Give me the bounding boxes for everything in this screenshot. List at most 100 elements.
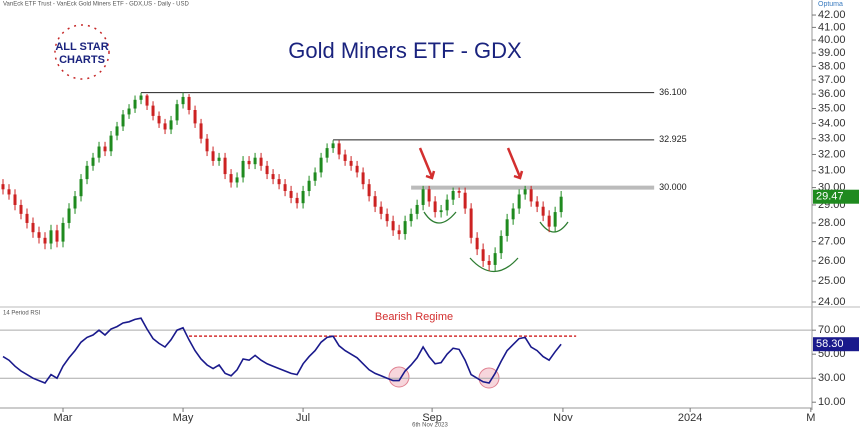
candle-body — [259, 157, 263, 166]
y-tick-label: 42.00 — [818, 9, 846, 21]
candle-body — [355, 165, 359, 173]
candle-body — [547, 215, 551, 227]
candle-body — [187, 96, 191, 110]
y-tick-label: 41.00 — [818, 21, 846, 33]
x-tick-label: 2024 — [678, 412, 702, 424]
candle-body — [277, 179, 281, 185]
y-tick-label: 34.00 — [818, 117, 846, 129]
y-tick-label: 31.00 — [818, 165, 846, 177]
y-tick-label: 70.00 — [818, 324, 846, 336]
candle-body — [265, 165, 269, 175]
candle-body — [373, 196, 377, 207]
candle-body — [487, 260, 491, 265]
candle-body — [295, 197, 299, 204]
x-tick-label: Sep — [422, 412, 442, 424]
candle-body — [493, 253, 497, 265]
logo-text: CHARTS — [59, 54, 105, 66]
annotation: Bearish Regime — [375, 311, 453, 323]
y-tick-label: 24.00 — [818, 296, 846, 308]
candle-body — [559, 196, 563, 213]
base-arcs — [423, 211, 569, 272]
logo: ALL STAR CHARTS — [54, 24, 110, 80]
candle-body — [367, 184, 371, 197]
arc — [423, 211, 457, 224]
candle-body — [211, 151, 215, 161]
candle-body — [409, 213, 413, 222]
candle-body — [343, 154, 347, 161]
level-label: 30.000 — [659, 182, 687, 192]
x-tick-label: Nov — [553, 412, 573, 424]
arrow — [418, 147, 436, 180]
x-tick-label: Mar — [54, 412, 73, 424]
candle-body — [31, 222, 35, 233]
candle-body — [181, 96, 185, 105]
arc — [469, 257, 519, 272]
candle-body — [205, 138, 209, 152]
candle-body — [385, 213, 389, 222]
candle-body — [97, 146, 101, 158]
arc — [539, 221, 569, 233]
y-tick-label: 36.00 — [818, 88, 846, 100]
candle-body — [235, 177, 239, 183]
level-label: 36.100 — [659, 87, 687, 97]
candle-body — [391, 221, 395, 231]
candle-body — [151, 105, 155, 116]
candle-body — [427, 189, 431, 202]
candle-body — [67, 208, 71, 223]
candle-body — [361, 172, 365, 185]
arrow — [506, 147, 524, 180]
candle-body — [439, 210, 443, 213]
candle-body — [103, 146, 107, 152]
candle-body — [163, 123, 167, 130]
candle-body — [229, 174, 233, 183]
candle-body — [451, 191, 455, 200]
candle-body — [313, 172, 317, 181]
y-tick-label: 30.00 — [818, 372, 846, 384]
candle-body — [139, 95, 143, 100]
candle-body — [535, 201, 539, 207]
candle-body — [529, 189, 533, 202]
candle-body — [43, 237, 47, 244]
candle-body — [349, 160, 353, 166]
candle-body — [415, 204, 419, 214]
candle-body — [55, 230, 59, 242]
candle-body — [319, 157, 323, 173]
y-tick-label: 35.00 — [818, 102, 846, 114]
candle-body — [169, 120, 173, 130]
candle-body — [325, 148, 329, 158]
level-label: 32.925 — [659, 134, 687, 144]
candle-body — [301, 191, 305, 204]
caption: VanEck ETF Trust - VanEck Gold Miners ET… — [3, 2, 189, 8]
last-value-box — [813, 337, 859, 352]
candle-body — [61, 222, 65, 242]
candle-body — [25, 213, 29, 223]
candle-body — [115, 126, 119, 136]
candle-body — [19, 204, 23, 214]
last-price-box — [813, 189, 859, 204]
last-price-label: 29.47 — [816, 191, 844, 203]
candle-body — [121, 114, 125, 127]
y-tick-label: 27.00 — [818, 236, 846, 248]
candle-body — [79, 179, 83, 197]
candle-body — [553, 212, 557, 227]
candle-body — [49, 230, 53, 244]
candle-body — [91, 157, 95, 166]
candle-body — [109, 135, 113, 152]
candle-body — [511, 208, 515, 220]
candle-body — [7, 189, 11, 195]
panel-title: 14 Period RSI — [3, 311, 41, 317]
x-tick-label: Jul — [296, 412, 310, 424]
candle-body — [271, 174, 275, 180]
y-tick-label: 38.00 — [818, 60, 846, 72]
candle-body — [541, 206, 545, 216]
candle-body — [331, 143, 335, 149]
candle-body — [73, 196, 77, 209]
y-tick-label: 25.00 — [818, 275, 846, 287]
candle-body — [283, 184, 287, 192]
candle-body — [475, 237, 479, 250]
candle-body — [379, 206, 383, 214]
candle-body — [199, 123, 203, 139]
chart-title: Gold Miners ETF - GDX — [288, 38, 522, 63]
